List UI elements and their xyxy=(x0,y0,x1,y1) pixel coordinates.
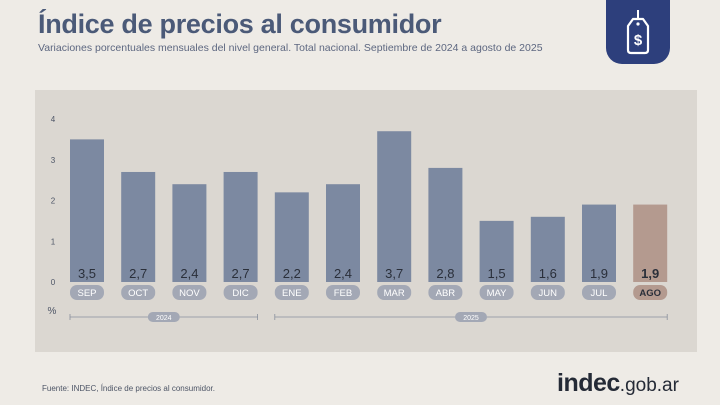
bar-value-label: 2,7 xyxy=(232,266,250,281)
category-pill xyxy=(326,285,360,300)
chart-panel: 0 1 2 3 4% 3,5 SEP 2,7 OCT 2,4 NOV 2,7 DIC 2,2 ENE 2,4 F… xyxy=(35,90,697,352)
bar xyxy=(428,167,463,282)
category-label: FEB xyxy=(334,288,352,299)
category-label: AGO xyxy=(639,288,661,299)
y-axis-label: % xyxy=(48,306,57,317)
category-pill xyxy=(274,285,309,300)
indec-logo: indec.gob.ar xyxy=(557,371,679,396)
source-note: Fuente: INDEC, Índice de precios al cons… xyxy=(42,384,215,393)
y-tick-label: 4 xyxy=(51,115,56,124)
bar xyxy=(530,216,565,282)
bar xyxy=(479,220,514,282)
y-tick-label: 2 xyxy=(51,197,56,206)
category-pill xyxy=(479,285,514,300)
category-pill xyxy=(582,285,616,300)
bar-value-label: 2,2 xyxy=(283,266,301,281)
category-pill xyxy=(223,285,258,300)
bar-value-label: 2,7 xyxy=(129,266,147,281)
category-label: ENE xyxy=(282,288,302,299)
bar-value-label: 1,9 xyxy=(641,266,659,281)
bar-value-label: 1,9 xyxy=(590,266,608,281)
y-tick-label: 1 xyxy=(51,237,56,246)
y-tick-label: 3 xyxy=(51,156,56,165)
category-pill xyxy=(428,285,463,300)
svg-text:$: $ xyxy=(634,32,643,49)
category-pill xyxy=(70,285,104,300)
page-subtitle: Variaciones porcentuales mensuales del n… xyxy=(38,42,543,54)
bar-value-label: 1,6 xyxy=(539,266,557,281)
price-tag-dollar-icon: $ xyxy=(626,10,650,55)
bar xyxy=(377,131,412,282)
page-title: Índice de precios al consumidor xyxy=(38,9,442,39)
cpi-bar-chart: 0 1 2 3 4% 3,5 SEP 2,7 OCT 2,4 NOV 2,7 DIC 2,2 ENE 2,4 F… xyxy=(48,115,668,322)
brand-suffix: .gob.ar xyxy=(619,375,679,396)
category-label: MAR xyxy=(384,288,405,299)
year-label: 2025 xyxy=(463,315,479,322)
bar xyxy=(223,171,258,282)
category-label: JUL xyxy=(591,288,608,299)
year-pill xyxy=(147,312,180,322)
brand-main: indec xyxy=(557,369,620,397)
bar-value-label: 1,5 xyxy=(488,266,506,281)
bar-value-label: 2,4 xyxy=(334,266,352,281)
category-pill xyxy=(633,285,668,300)
year-pill xyxy=(455,312,487,322)
category-pill xyxy=(121,285,156,300)
year-label: 2024 xyxy=(156,315,172,322)
category-label: ABR xyxy=(436,288,456,299)
price-tag-badge: $ xyxy=(606,0,670,64)
category-label: DIC xyxy=(232,288,249,299)
bar xyxy=(582,204,616,282)
bar xyxy=(326,184,360,282)
category-label: NOV xyxy=(179,288,200,299)
bar xyxy=(274,192,309,282)
category-pill xyxy=(172,285,207,300)
bar xyxy=(121,171,156,282)
category-pill xyxy=(377,285,412,300)
category-label: OCT xyxy=(128,288,148,299)
category-label: MAY xyxy=(487,288,508,299)
bar-value-label: 2,8 xyxy=(436,266,454,281)
category-pill xyxy=(530,285,565,300)
bar xyxy=(70,139,104,282)
bar xyxy=(633,204,668,282)
y-tick-label: 0 xyxy=(51,278,56,287)
category-label: JUN xyxy=(539,288,558,299)
bar xyxy=(172,184,207,282)
bar-value-label: 3,7 xyxy=(385,266,403,281)
category-label: SEP xyxy=(77,288,96,299)
bar-value-label: 3,5 xyxy=(78,266,96,281)
bar-value-label: 2,4 xyxy=(180,266,198,281)
